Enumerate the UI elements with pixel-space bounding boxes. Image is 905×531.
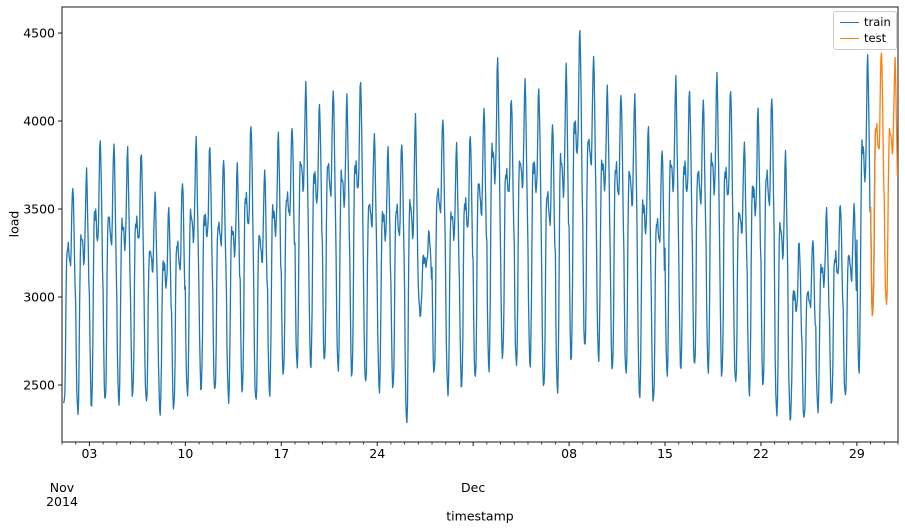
x-tick-label: 15	[657, 446, 673, 461]
x-tick-label: 10	[177, 446, 193, 461]
x-month-label: Nov	[50, 480, 75, 495]
y-tick-label: 4500	[23, 26, 55, 41]
axes-frame	[61, 6, 899, 443]
test-line-swatch	[840, 37, 859, 39]
x-month-label: 2014	[46, 494, 78, 509]
legend-item-train: train	[840, 15, 891, 29]
test-series-line	[869, 52, 899, 317]
x-tick-label: 17	[273, 446, 289, 461]
x-month-label: Dec	[461, 480, 485, 495]
x-tick-label: 24	[369, 446, 385, 461]
x-axis-title: timestamp	[446, 508, 514, 524]
y-tick-label: 3500	[23, 202, 55, 217]
train-series-line	[63, 30, 877, 424]
train-line-swatch	[840, 21, 859, 23]
y-axis-title: load	[6, 210, 22, 238]
x-tick-label: 29	[849, 446, 865, 461]
legend-label-test: test	[864, 31, 887, 45]
y-tick-label: 3000	[23, 290, 55, 305]
y-tick-label: 4000	[23, 114, 55, 129]
legend-item-test: test	[840, 31, 890, 45]
x-tick-label: 22	[753, 446, 769, 461]
legend-label-train: train	[864, 15, 891, 29]
x-tick-label: 03	[81, 446, 97, 461]
y-tick-label: 2500	[23, 377, 55, 392]
legend: train test	[833, 11, 897, 50]
x-tick-label: 08	[561, 446, 577, 461]
